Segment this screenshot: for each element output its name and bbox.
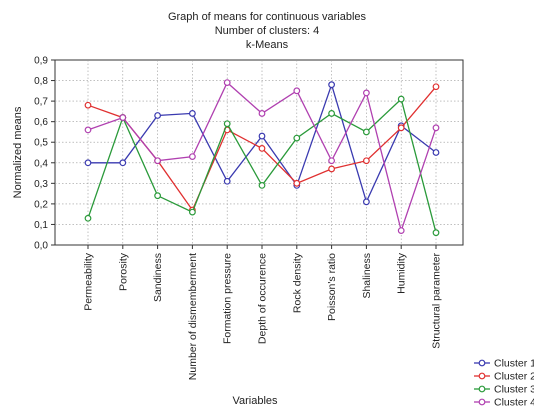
data-point — [188, 110, 196, 117]
data-point — [223, 120, 231, 128]
data-point — [258, 110, 266, 117]
y-tick-label: 0,9 — [34, 56, 48, 67]
x-tick-label: Porosity — [117, 252, 129, 291]
plot-area — [54, 59, 464, 246]
legend-swatch-marker — [478, 398, 486, 406]
data-point — [154, 112, 162, 119]
legend-entry: Cluster 2 — [494, 371, 534, 383]
data-point — [258, 132, 266, 140]
y-tick-label: 0,2 — [34, 199, 48, 210]
data-point — [328, 165, 336, 173]
y-tick-label: 0,1 — [34, 220, 48, 231]
series-1 — [84, 81, 440, 206]
data-point — [154, 192, 162, 200]
x-tick-label: Structural parameter — [431, 253, 443, 349]
x-tick-label: Depth of occurence — [257, 253, 269, 344]
chart-title: Graph of means for continuous variables N… — [168, 11, 367, 51]
legend-entry: Cluster 1 — [494, 358, 534, 370]
y-tick-label: 0,3 — [34, 179, 48, 190]
legend-entry: Cluster 4 — [494, 397, 534, 409]
data-point — [223, 79, 231, 87]
data-point — [84, 159, 92, 167]
data-point — [223, 177, 231, 185]
data-point — [293, 134, 301, 142]
data-point — [84, 214, 92, 222]
data-point — [328, 110, 336, 117]
y-axis-ticks: 0,0 0,1 0,2 0,3 0,4 0,5 0,6 0,7 0,8 0,9 — [34, 56, 55, 252]
data-point — [293, 87, 301, 95]
x-axis-label: Variables — [232, 395, 278, 407]
x-tick-label: Poisson's ratio — [326, 253, 338, 321]
x-tick-label: Sandiness — [152, 253, 164, 302]
y-tick-label: 0,4 — [34, 158, 48, 169]
title-line: k-Means — [246, 39, 289, 51]
series-4 — [84, 79, 440, 235]
x-tick-label: Rock density — [291, 252, 303, 313]
x-tick-label: Formation pressure — [222, 253, 234, 344]
y-tick-label: 0,8 — [34, 76, 48, 87]
data-point — [397, 227, 405, 235]
x-tick-label: Shaliness — [361, 253, 373, 299]
data-point — [363, 198, 370, 206]
data-point — [258, 181, 266, 189]
grid — [55, 60, 463, 245]
y-tick-label: 0,7 — [34, 97, 48, 108]
y-tick-label: 0,0 — [34, 241, 48, 252]
data-point — [328, 157, 336, 165]
series — [84, 79, 440, 237]
data-point — [432, 124, 440, 132]
data-point — [293, 179, 301, 187]
legend-swatch-marker — [478, 359, 486, 367]
data-point — [397, 95, 405, 103]
data-point — [119, 159, 127, 167]
data-point — [154, 157, 162, 165]
y-axis-label: Normalized means — [12, 106, 24, 198]
data-point — [188, 208, 196, 216]
data-point — [397, 124, 405, 132]
title-line: Number of clusters: 4 — [215, 25, 320, 37]
y-tick-label: 0,6 — [34, 117, 48, 128]
legend-swatch-marker — [478, 372, 486, 380]
data-point — [84, 101, 92, 109]
data-point — [432, 83, 440, 91]
x-axis-ticks: Permeability Porosity Sandiness Number of d… — [83, 245, 443, 380]
data-point — [432, 149, 440, 156]
data-point — [432, 229, 440, 237]
x-tick-label: Number of dismemberment — [187, 253, 199, 380]
data-point — [328, 81, 336, 89]
title-line: Graph of means for continuous variables — [168, 11, 367, 23]
data-point — [188, 153, 196, 161]
data-point — [84, 126, 92, 134]
y-tick-label: 0,5 — [34, 138, 48, 149]
data-point — [363, 157, 370, 165]
data-point — [258, 144, 266, 152]
series-3 — [84, 95, 440, 237]
data-point — [119, 114, 127, 121]
data-point — [363, 128, 370, 136]
x-tick-label: Permeability — [83, 252, 95, 311]
legend-swatch-marker — [478, 385, 486, 393]
data-point — [363, 89, 370, 97]
x-tick-label: Humidity — [396, 252, 408, 294]
legend-entry: Cluster 3 — [494, 384, 534, 396]
